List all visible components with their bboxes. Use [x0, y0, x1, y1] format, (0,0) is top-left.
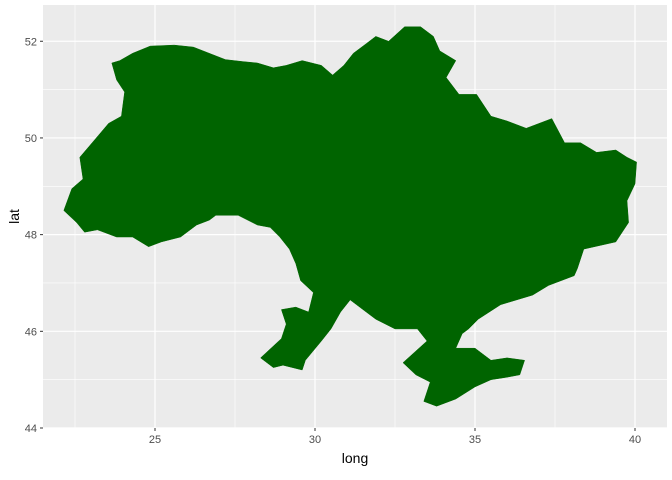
x-axis-ticks: 25 30 35 40	[149, 428, 641, 446]
x-tick-label: 40	[629, 434, 641, 446]
y-axis-ticks: 44 46 48 50 52	[25, 36, 43, 435]
x-tick-label: 30	[309, 434, 321, 446]
y-tick-label: 46	[25, 326, 37, 338]
y-tick-label: 44	[25, 423, 37, 435]
y-axis-title: lat	[6, 209, 22, 224]
x-axis-title: long	[342, 450, 368, 466]
y-tick-label: 52	[25, 36, 37, 48]
y-tick-label: 48	[25, 230, 37, 242]
y-tick-label: 50	[25, 133, 37, 145]
x-tick-label: 35	[469, 434, 481, 446]
x-tick-label: 25	[149, 434, 161, 446]
ukraine-region-shape	[63, 26, 637, 407]
